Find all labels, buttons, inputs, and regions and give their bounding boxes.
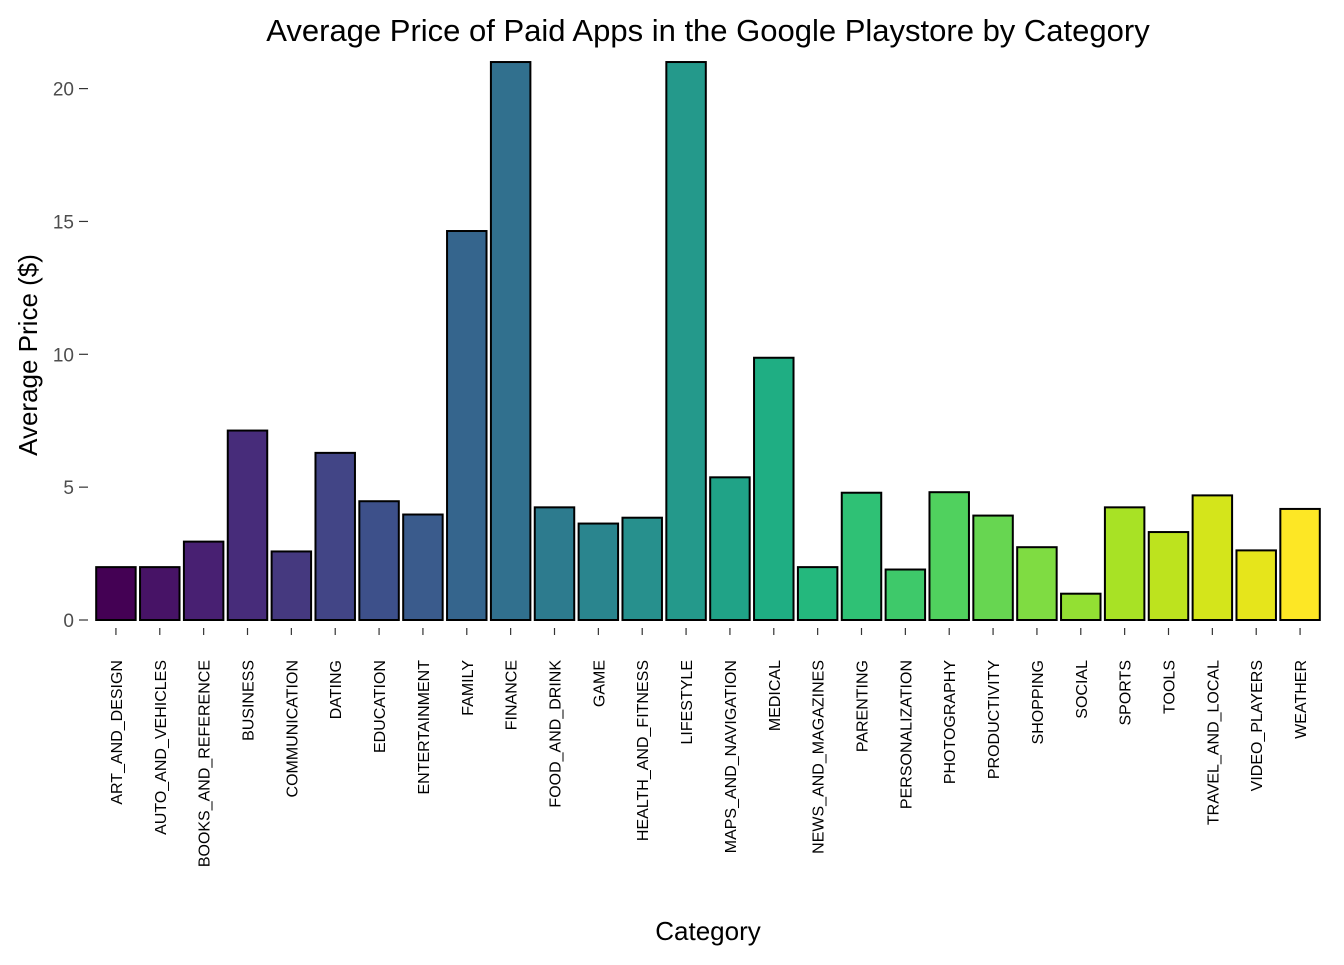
x-tick-label: EDUCATION (372, 660, 389, 753)
bar-education (358, 500, 400, 621)
x-tick-label: PARENTING (855, 660, 872, 752)
x-tick-label: PHOTOGRAPHY (942, 660, 959, 785)
x-tick-label: VIDEO_PLAYERS (1249, 660, 1266, 791)
x-tick-label: PERSONALIZATION (898, 660, 915, 809)
bar-sports (1103, 506, 1146, 621)
bar-shopping (1016, 546, 1058, 621)
bar-personalization (884, 568, 927, 622)
x-tick-label: PRODUCTIVITY (986, 660, 1003, 779)
x-tick-label: TOOLS (1162, 660, 1179, 714)
x-tick-label: MEDICAL (767, 660, 784, 731)
bar-productivity (972, 514, 1014, 621)
x-tick-label: DATING (328, 660, 345, 719)
x-tick-label: SHOPPING (1030, 660, 1047, 744)
x-tick-label: ENTERTAINMENT (416, 660, 433, 795)
x-tick-label: HEALTH_AND_FITNESS (635, 660, 652, 841)
bar-entertainment (402, 513, 444, 621)
x-tick-label: WEATHER (1293, 660, 1310, 739)
bar-parenting (840, 491, 883, 622)
bar-dating (314, 451, 356, 621)
x-tick-label: COMMUNICATION (284, 660, 301, 797)
y-tick-label: 0 (63, 611, 74, 632)
x-tick-label: GAME (591, 660, 608, 707)
bar-auto-and-vehicles (139, 566, 181, 621)
bar-business (226, 429, 269, 622)
x-axis-label: Category (655, 916, 761, 946)
x-tick-label: TRAVEL_AND_LOCAL (1205, 660, 1222, 825)
x-tick-label: MAPS_AND_NAVIGATION (723, 660, 740, 853)
bar-social (1060, 592, 1102, 621)
bar-weather (1279, 507, 1321, 622)
x-tick-label: BOOKS_AND_REFERENCE (197, 660, 214, 867)
x-tick-label: ART_AND_DESIGN (109, 660, 126, 805)
y-axis-label: Average Price ($) (13, 254, 43, 456)
bar-family (446, 230, 488, 621)
x-tick-label: FOOD_AND_DRINK (548, 660, 565, 808)
y-axis: 0 5 10 15 20 (53, 80, 88, 632)
bar-travel-and-local (1191, 494, 1234, 621)
bar-news-and-magazines (796, 566, 839, 621)
bar-books-and-reference (182, 540, 225, 622)
y-tick-label: 15 (53, 212, 74, 233)
bar-maps-and-navigation (709, 476, 751, 621)
x-tick-label: BUSINESS (241, 660, 258, 741)
y-tick-label: 10 (53, 345, 74, 366)
x-tick-label: FAMILY (460, 660, 477, 716)
x-tick-label: AUTO_AND_VEHICLES (153, 660, 170, 835)
chart-title: Average Price of Paid Apps in the Google… (266, 13, 1150, 48)
bar-finance (489, 61, 532, 621)
y-tick-label: 5 (63, 478, 74, 499)
bar-photography (928, 491, 970, 621)
bar-game (577, 522, 620, 621)
x-tick-label: SOCIAL (1074, 660, 1091, 719)
x-tick-label: FINANCE (504, 660, 521, 730)
bar-video-players (1235, 549, 1277, 621)
y-tick-label: 20 (53, 80, 74, 101)
bar-health-and-fitness (621, 516, 663, 622)
x-tick-label: NEWS_AND_MAGAZINES (811, 660, 828, 854)
bar-art-and-design (95, 566, 137, 621)
x-tick-label: LIFESTYLE (679, 660, 696, 744)
bar-tools (1147, 531, 1190, 621)
bar-lifestyle (665, 61, 707, 621)
bar-communication (270, 550, 313, 621)
bar-medical (753, 356, 795, 621)
x-axis: ART_AND_DESIGN AUTO_AND_VEHICLES BOOKS_AND… (109, 628, 1310, 867)
bar-food-and-drink (533, 506, 576, 621)
bars (95, 61, 1321, 622)
x-tick-label: SPORTS (1118, 660, 1135, 726)
